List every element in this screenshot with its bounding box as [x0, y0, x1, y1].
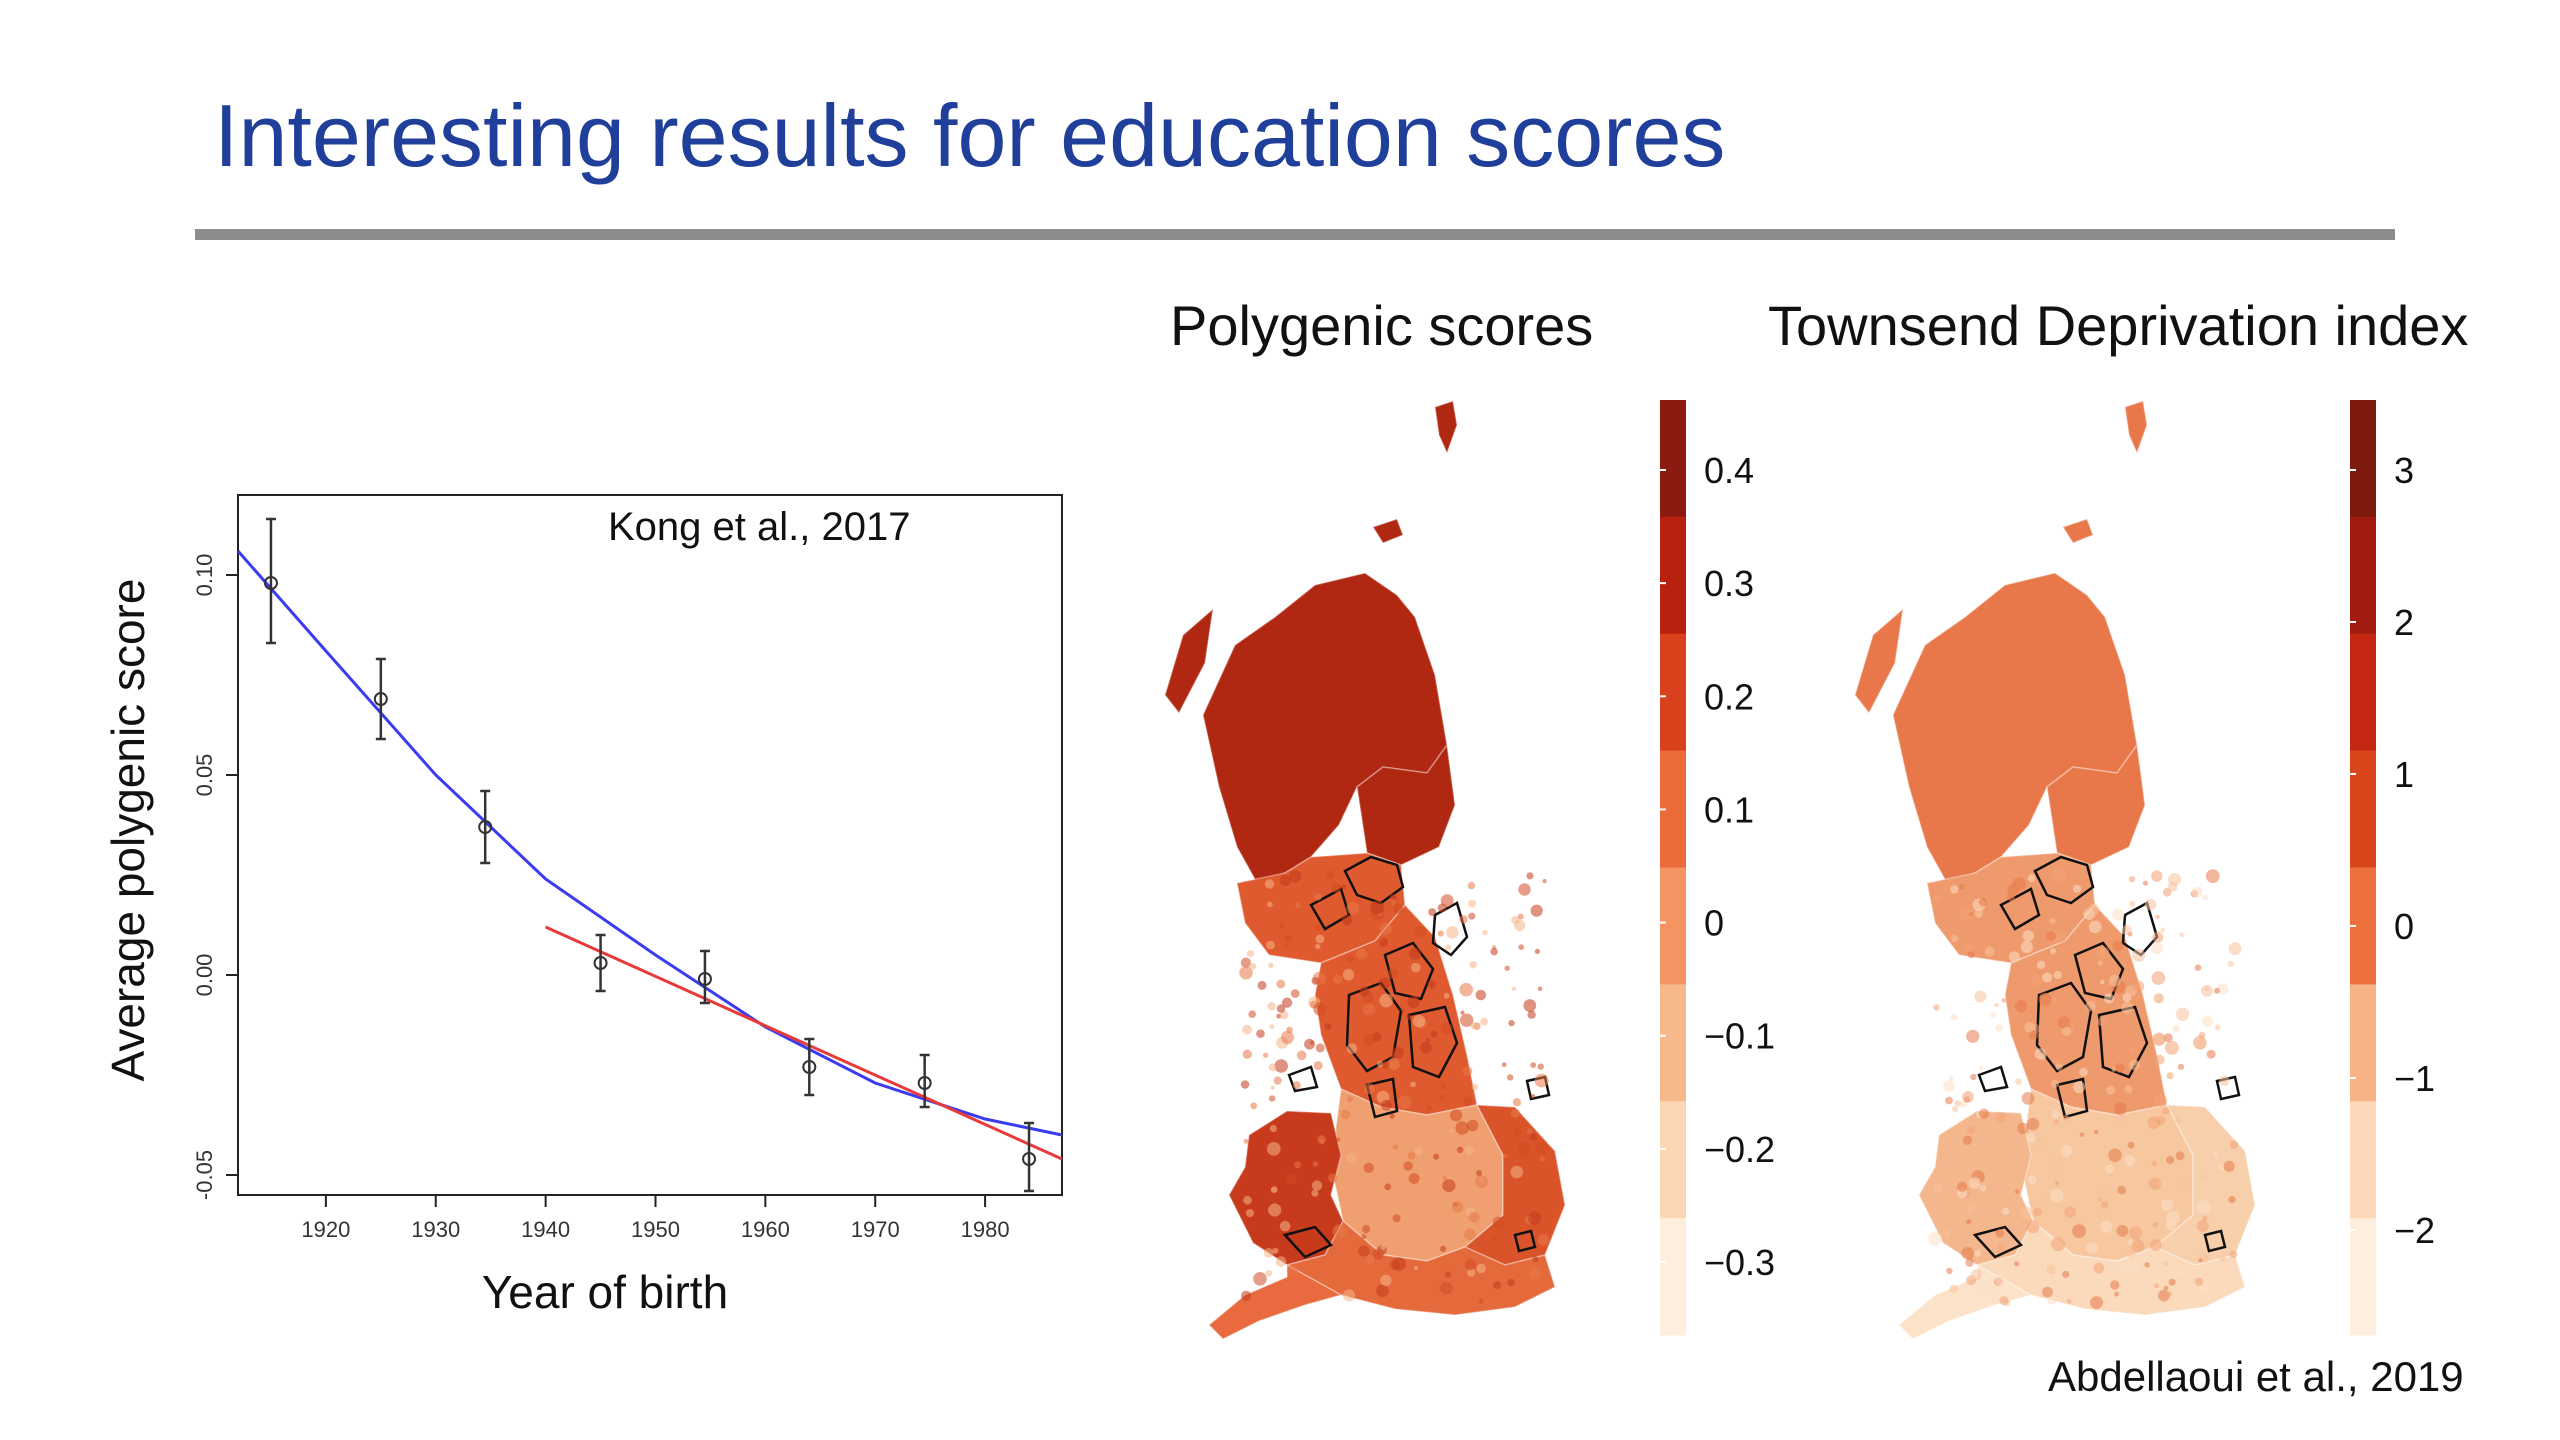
colorbar-label: −0.2 — [1704, 1129, 1775, 1170]
y-axis-title: Average polygenic score — [102, 579, 154, 1082]
citation: Abdellaoui et al., 2019 — [2048, 1353, 2464, 1400]
data-point — [263, 576, 278, 590]
y-tick-label: 0.10 — [192, 554, 217, 597]
title-divider — [195, 229, 2395, 240]
map-region-shetland — [1434, 400, 1458, 456]
map-region-cornwall — [1207, 1263, 1343, 1340]
x-tick-label: 1960 — [741, 1217, 790, 1242]
map-outlined-area — [1365, 1077, 1399, 1119]
colorbar-segment — [1660, 1218, 1686, 1336]
map-outlined-area — [1513, 1229, 1537, 1253]
linear-fit-line — [544, 925, 1063, 1161]
x-tick-label: 1930 — [411, 1217, 460, 1242]
colorbar-label: 0.1 — [1704, 789, 1754, 830]
data-point — [697, 972, 712, 986]
map-outlined-area — [1999, 887, 2041, 931]
quadratic-fit-line — [236, 550, 1063, 1137]
colorbar-segment — [1660, 984, 1686, 1102]
plot-frame — [237, 494, 1063, 1196]
map-outlined-area — [2035, 981, 2093, 1073]
map-texture — [1239, 870, 1550, 1304]
x-tick-label: 1980 — [961, 1217, 1010, 1242]
colorbar-label: −0.1 — [1704, 1016, 1775, 1057]
colorbar-label: −1 — [2394, 1058, 2435, 1099]
map-outlined-area — [1972, 1225, 2024, 1259]
map-outlined-area — [1383, 941, 1435, 1001]
map-region-outer-hebrides — [1854, 607, 1905, 715]
x-tick-label: 1950 — [631, 1217, 680, 1242]
townsend-map-title: Townsend Deprivation index — [1768, 294, 2469, 357]
colorbar-segment — [1660, 1101, 1686, 1219]
colorbar-segment — [1660, 516, 1686, 635]
polygenic-score-map — [1164, 400, 1566, 1340]
map-region-south-england — [1285, 1219, 1556, 1316]
townsend-colorbar: 3 2 1 0 −1 −2 — [2350, 400, 2435, 1336]
colorbar-label: 0.4 — [1704, 450, 1754, 491]
map-region-scotland-east — [2046, 743, 2146, 866]
colorbar-label: 0 — [1704, 903, 1724, 944]
colorbar-segment — [2350, 633, 2376, 752]
data-point — [373, 692, 388, 706]
colorbar-label: −0.3 — [1704, 1242, 1775, 1283]
slide-title: Interesting results for education scores — [214, 86, 1726, 185]
colorbar-label: 3 — [2394, 450, 2414, 491]
colorbar-label: 1 — [2394, 754, 2414, 795]
map-region-scotland-east — [1356, 743, 1456, 866]
colorbar-label: 2 — [2394, 602, 2414, 643]
colorbar-label: 0.2 — [1704, 676, 1754, 717]
colorbar-segment — [1660, 633, 1686, 752]
map-region-orkney — [1371, 518, 1404, 544]
colorbar-segment — [2350, 750, 2376, 868]
colorbar-label: 0 — [2394, 906, 2414, 947]
x-tick-label: 1940 — [521, 1217, 570, 1242]
map-outlined-area — [2203, 1229, 2227, 1253]
polygenic-colorbar: 0.4 0.3 0.2 0.1 0 −0.1 −0.2 −0.3 — [1660, 400, 1775, 1336]
map-texture — [1928, 868, 2242, 1310]
data-point — [478, 820, 493, 834]
y-tick-label: 0.05 — [192, 754, 217, 797]
colorbar-segment — [2350, 984, 2376, 1102]
map-region-shetland — [2124, 400, 2148, 456]
colorbar-segment — [1660, 867, 1686, 985]
map-outlined-area — [2215, 1075, 2241, 1101]
y-tick-label: 0.00 — [192, 954, 217, 997]
chart-annotation: Kong et al., 2017 — [608, 505, 910, 549]
colorbar-segment — [2350, 400, 2376, 518]
map-outlined-area — [2055, 1077, 2089, 1119]
map-outlined-area — [1407, 1005, 1459, 1079]
colorbar-segment — [1660, 400, 1686, 518]
map-outlined-area — [1977, 1065, 2009, 1093]
data-point — [802, 1060, 817, 1074]
map-outlined-area — [1287, 1065, 1319, 1093]
data-point — [917, 1076, 932, 1090]
map-outlined-area — [1343, 855, 1405, 905]
map-outlined-area — [2121, 901, 2159, 957]
map-outlined-area — [1431, 901, 1469, 957]
data-point — [1022, 1152, 1037, 1166]
polygenic-trend-chart: 1920 1930 1940 1950 1960 1970 1980 -0.05 0.00 0.… — [102, 494, 1063, 1318]
colorbar-segment — [2350, 1218, 2376, 1336]
map-region-outer-hebrides — [1164, 607, 1215, 715]
map-outlined-area — [1309, 887, 1351, 931]
polygenic-map-title: Polygenic scores — [1170, 294, 1594, 357]
x-tick-label: 1920 — [301, 1217, 350, 1242]
colorbar-label: 0.3 — [1704, 563, 1754, 604]
colorbar-segment — [2350, 1101, 2376, 1219]
y-tick-label: -0.05 — [192, 1150, 217, 1200]
x-tick-label: 1970 — [851, 1217, 900, 1242]
data-point — [593, 956, 608, 970]
map-region-orkney — [2061, 518, 2094, 544]
townsend-deprivation-map — [1854, 400, 2256, 1340]
map-outlined-area — [2033, 855, 2095, 905]
map-outlined-area — [1282, 1225, 1334, 1259]
x-axis-title: Year of birth — [482, 1266, 728, 1318]
colorbar-segment — [2350, 516, 2376, 635]
colorbar-label: −2 — [2394, 1210, 2435, 1251]
